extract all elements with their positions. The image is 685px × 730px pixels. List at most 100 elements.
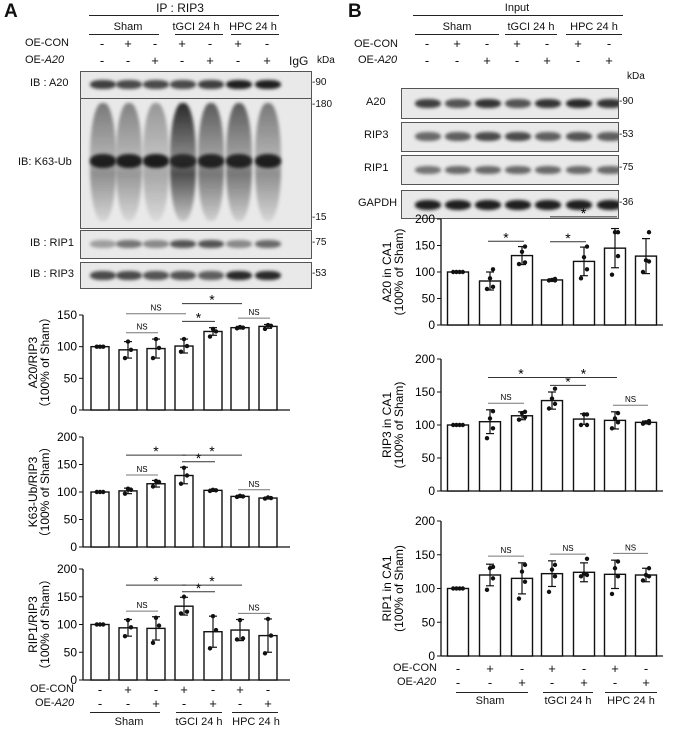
data-point — [490, 408, 496, 414]
data-point — [454, 269, 459, 275]
y-tick-label: 0 — [428, 318, 435, 332]
y-tick-label: 50 — [422, 451, 436, 465]
oe-con-sign: - — [606, 36, 612, 51]
data-point — [122, 633, 128, 639]
oe-a20-sign: + — [263, 53, 271, 68]
protein-band — [597, 99, 618, 108]
protein-band — [415, 200, 441, 210]
bar — [90, 623, 110, 681]
bar — [230, 495, 250, 548]
data-point — [181, 465, 187, 470]
data-point — [584, 244, 590, 249]
bar — [634, 421, 658, 492]
data-point — [490, 284, 496, 290]
y-tick-label: 200 — [415, 514, 435, 528]
group-label-hpc: HPC 24 h — [229, 21, 277, 33]
data-point — [522, 260, 528, 265]
bar-chart-6: 0 50 100 150 200 RIP1 in CA1(100% of Sham) NS N… — [380, 514, 663, 663]
bar — [90, 345, 110, 411]
ip-header: IP : RIP3 — [156, 1, 204, 15]
smear-lane — [170, 103, 196, 221]
data-point — [578, 574, 584, 579]
data-point — [150, 640, 156, 646]
y-tick-label: 0 — [70, 540, 77, 554]
y-axis-label: RIP1 in CA1 — [380, 555, 394, 621]
bottom-tgci-line-a — [176, 712, 222, 713]
protein-band — [198, 80, 224, 89]
data-point — [519, 569, 525, 574]
bottom-group-sham-a: Sham — [114, 716, 144, 728]
significance-label: NS — [625, 543, 636, 552]
data-point — [516, 417, 522, 422]
y-axis-label: （100% of Sham） — [38, 573, 52, 676]
bar — [118, 349, 138, 411]
y-axis-label: A20 in CA1 — [380, 241, 394, 302]
oe-con-sign: - — [455, 661, 461, 676]
row-label-oe-a20-b: OE-A20 — [358, 55, 397, 66]
oe-con-sign: + — [513, 36, 521, 51]
data-point — [615, 420, 621, 425]
oe-a20-sign: - — [179, 53, 185, 68]
oe-a20-sign: + — [642, 675, 650, 690]
data-point — [457, 422, 462, 428]
oe-con-sign: - — [99, 36, 105, 51]
oe-a20-sign: + — [543, 53, 551, 68]
bar — [572, 571, 596, 657]
protein-band — [415, 166, 441, 174]
gene-name: A20 — [44, 54, 65, 66]
bottom-hpc-line-b — [605, 692, 657, 693]
data-point — [584, 422, 590, 428]
bar — [118, 490, 138, 548]
y-tick-label: 50 — [64, 371, 78, 385]
data-point — [181, 336, 187, 342]
data-point — [237, 617, 243, 623]
kda-marker: -36 — [619, 196, 634, 208]
bottom-group-sham-b: Sham — [475, 695, 505, 707]
data-point — [150, 355, 156, 361]
data-point — [522, 414, 528, 420]
group-label-sham-b: Sham — [442, 21, 472, 33]
blot-label: IB : RIP1 — [30, 236, 75, 249]
blot-label: RIP1 — [364, 162, 389, 174]
bar — [203, 330, 223, 411]
bar — [446, 587, 470, 657]
western-blot — [401, 190, 619, 219]
oe-a20-sign: - — [97, 696, 103, 711]
data-point — [153, 615, 159, 621]
protein-band — [143, 154, 169, 168]
oe-con-sign: + — [453, 36, 461, 51]
data-point — [153, 478, 159, 484]
protein-band — [90, 271, 116, 280]
data-point — [640, 269, 646, 275]
oe-con-sign: + — [236, 682, 244, 697]
data-point — [97, 489, 103, 495]
data-point — [522, 409, 528, 414]
oe-a20-sign: - — [125, 53, 131, 68]
hpc-underline-b — [566, 34, 622, 35]
protein-band — [475, 132, 501, 141]
bar — [203, 489, 223, 548]
sham-underline-b — [415, 34, 499, 35]
oe-a20-sign: + — [518, 675, 526, 690]
western-blot — [80, 230, 312, 259]
data-point — [490, 564, 496, 570]
data-point — [460, 586, 465, 591]
kda-marker: -15 — [312, 212, 327, 223]
protein-band — [226, 80, 252, 89]
y-axis-label: RIP1/RIP3 — [26, 596, 40, 653]
y-tick-label: 0 — [428, 649, 435, 663]
tgci-underline-b — [505, 34, 557, 35]
significance-label: NS — [150, 304, 161, 313]
y-tick-label: 100 — [57, 340, 77, 354]
row-label-oe-con: OE-CON — [25, 37, 69, 49]
kda-marker: -180 — [312, 99, 333, 110]
oe-con-sign: - — [152, 36, 158, 51]
data-point — [609, 272, 615, 277]
data-point — [153, 336, 159, 342]
kda-marker: -90 — [619, 95, 634, 107]
data-point — [101, 489, 106, 495]
data-point — [552, 401, 558, 407]
data-point — [578, 276, 584, 281]
bottom-oe-con-a: OE-CON — [30, 683, 74, 695]
